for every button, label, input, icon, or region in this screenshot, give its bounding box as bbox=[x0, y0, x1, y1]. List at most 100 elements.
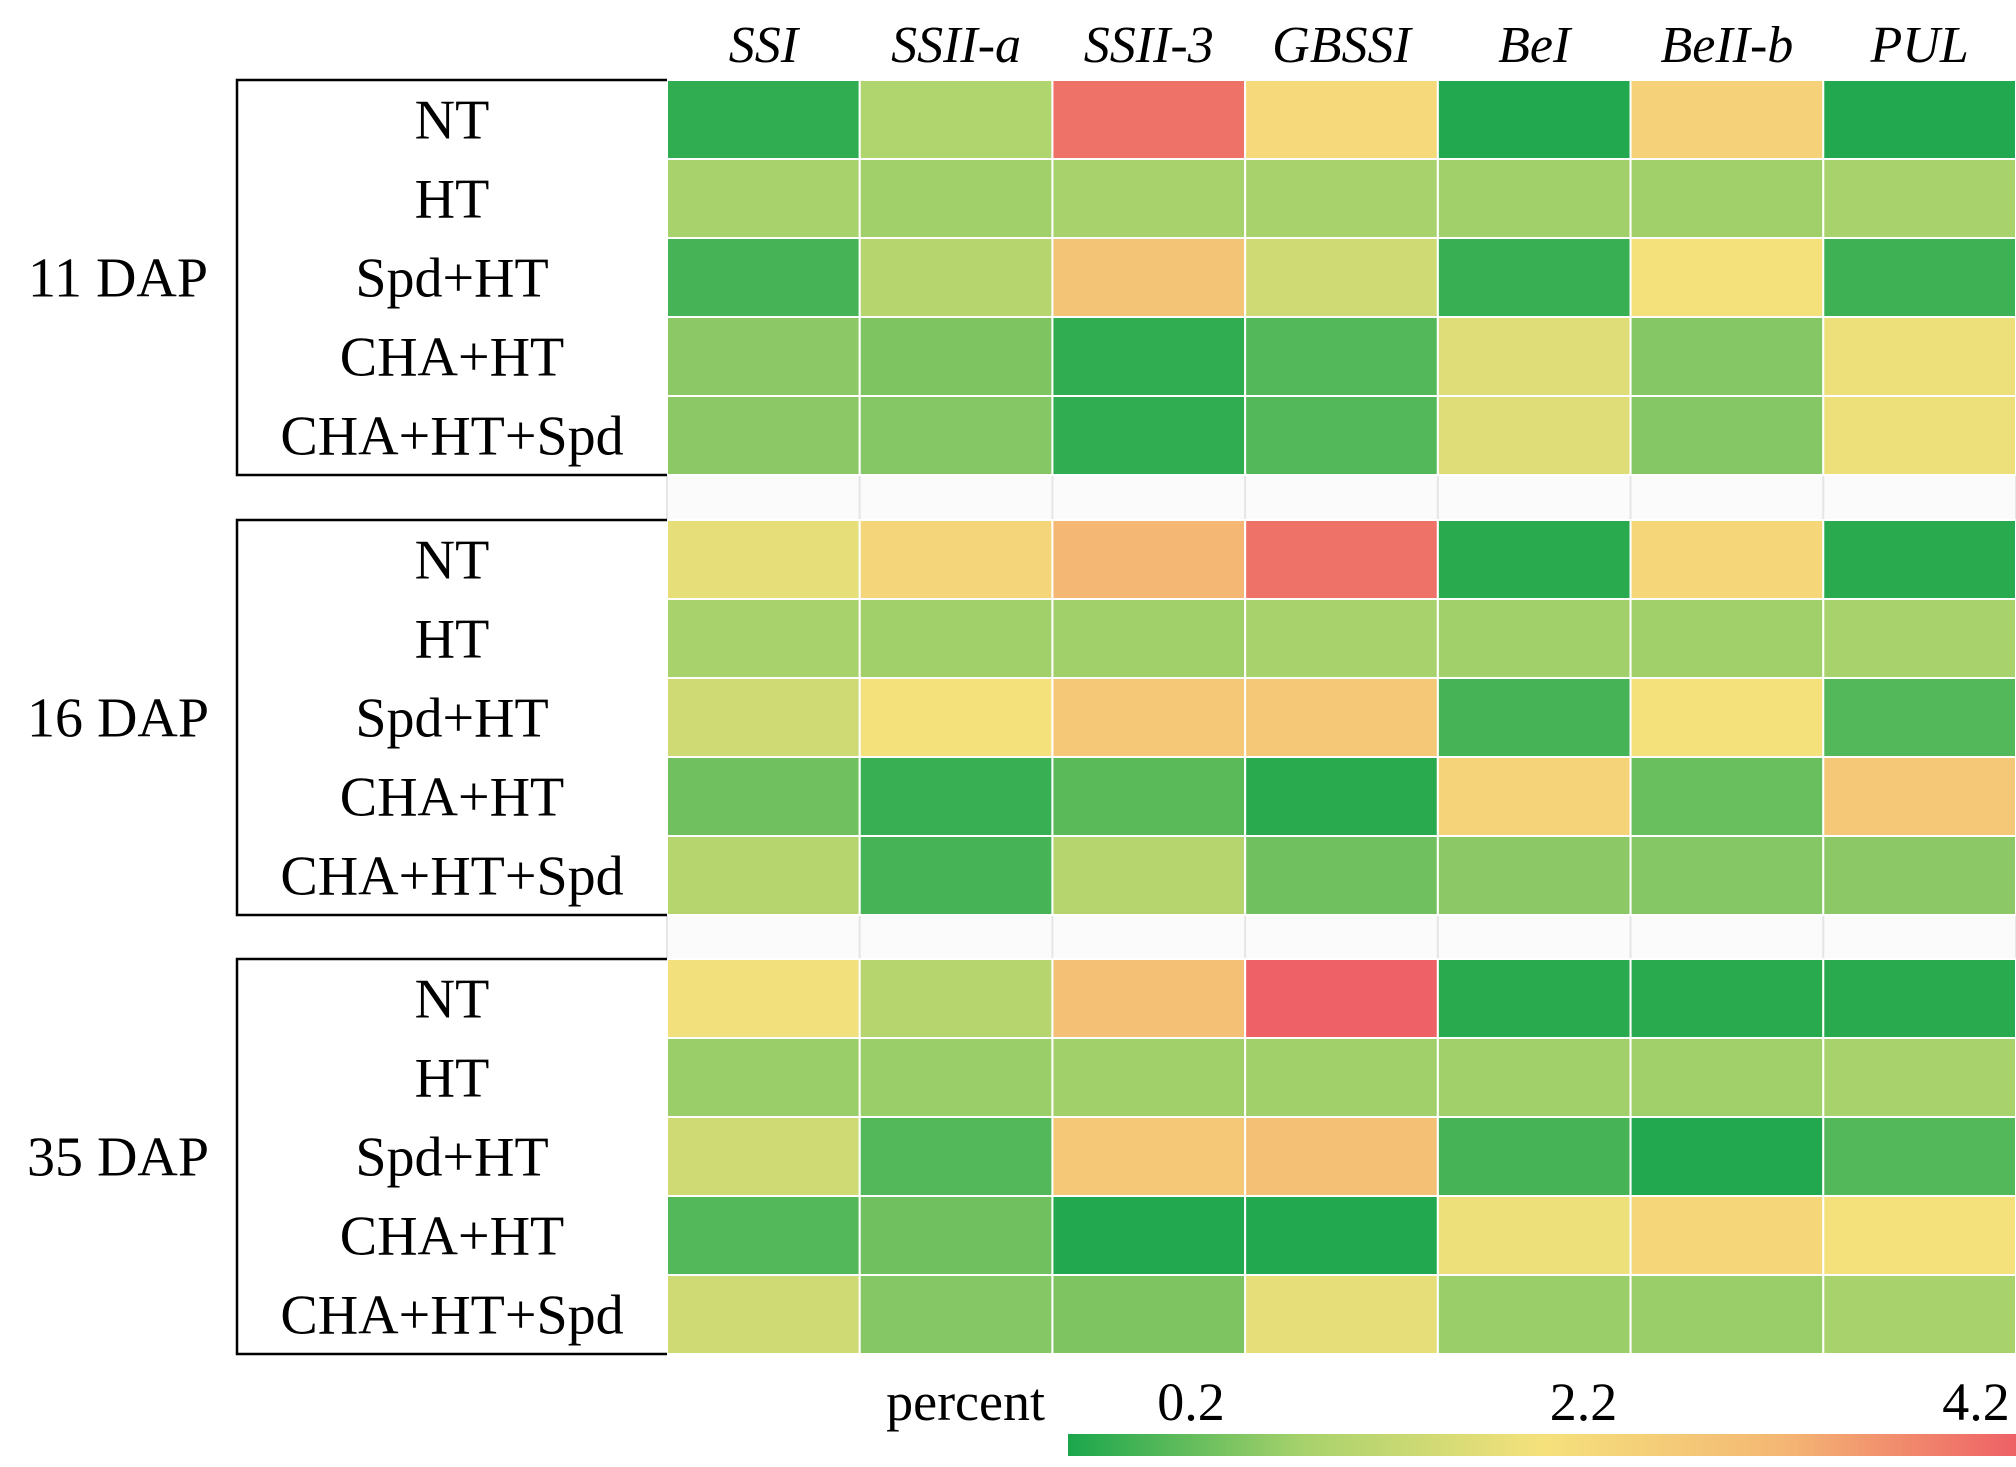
heatmap-cell bbox=[858, 598, 1054, 679]
gap-cell bbox=[858, 913, 1054, 960]
heatmap-cell bbox=[1822, 835, 2016, 916]
treatment-box bbox=[235, 518, 667, 917]
heatmap-cell bbox=[1822, 158, 2016, 239]
heatmap-cell bbox=[1629, 1274, 1825, 1355]
heatmap-cell bbox=[1629, 598, 1825, 679]
heatmap-cell bbox=[1436, 958, 1632, 1039]
column-label: SSI bbox=[729, 17, 801, 74]
heatmap-cell bbox=[1436, 237, 1632, 318]
heatmap-cell bbox=[1822, 756, 2016, 837]
heatmap-cell bbox=[666, 1037, 861, 1118]
treatment-label: HT bbox=[415, 169, 490, 231]
gap-cell bbox=[666, 474, 861, 521]
heatmap-cell bbox=[666, 158, 861, 239]
heatmap-cell bbox=[1629, 958, 1825, 1039]
heatmap-cell bbox=[858, 158, 1054, 239]
heatmap-cell bbox=[858, 1037, 1054, 1118]
gap-cell bbox=[1244, 913, 1439, 960]
treatment-label: CHA+HT bbox=[340, 767, 564, 829]
heatmap-cell bbox=[1822, 1037, 2016, 1118]
treatment-label: CHA+HT bbox=[340, 327, 564, 389]
heatmap-cell bbox=[1629, 237, 1825, 318]
column-label: PUL bbox=[1870, 17, 1969, 74]
treatment-label: HT bbox=[415, 1048, 490, 1110]
heatmap-cell bbox=[1822, 958, 2016, 1039]
heatmap-cell bbox=[1436, 598, 1632, 679]
heatmap-cell bbox=[1822, 598, 2016, 679]
colorbar-gradient bbox=[1068, 1434, 2016, 1456]
heatmap-cell bbox=[1629, 316, 1825, 397]
heatmap-cell bbox=[666, 1274, 861, 1355]
colorbar-tick-label: 4.2 bbox=[1942, 1372, 2010, 1432]
heatmap-cell bbox=[858, 1195, 1054, 1276]
heatmap-cell bbox=[1629, 1116, 1825, 1197]
heatmap-cell bbox=[1436, 395, 1632, 476]
treatment-box bbox=[235, 957, 667, 1356]
gap-cell bbox=[1244, 474, 1439, 521]
treatment-labels: NT HT Spd+HT CHA+HT CHA+HT+Spd NT HT Spd+HT CHA+… bbox=[280, 90, 623, 1347]
heatmap-cell bbox=[1822, 395, 2016, 476]
treatment-label: Spd+HT bbox=[355, 688, 548, 750]
heatmap-cell bbox=[858, 79, 1054, 160]
colorbar-tick-label: 0.2 bbox=[1157, 1372, 1225, 1432]
heatmap-cell bbox=[1244, 1195, 1439, 1276]
heatmap-cell bbox=[1244, 519, 1439, 600]
heatmap-cell bbox=[1629, 677, 1825, 758]
colorbar-legend: percent 0.2 2.2 4.2 bbox=[886, 1372, 2016, 1456]
heatmap-cell bbox=[1244, 158, 1439, 239]
treatment-label: CHA+HT+Spd bbox=[280, 406, 623, 468]
heatmap-cell bbox=[858, 1274, 1054, 1355]
treatment-label: Spd+HT bbox=[355, 1127, 548, 1189]
heatmap-cell bbox=[1436, 1037, 1632, 1118]
heatmap-cell bbox=[1244, 835, 1439, 916]
colorbar-ticks: 0.2 2.2 4.2 bbox=[1157, 1372, 2010, 1432]
heatmap-cell bbox=[666, 519, 861, 600]
treatment-label: HT bbox=[415, 609, 490, 671]
heatmap-cell bbox=[1629, 756, 1825, 837]
group-label: 35 DAP bbox=[27, 1127, 209, 1189]
heatmap-cell bbox=[1436, 316, 1632, 397]
heatmap-cell bbox=[858, 316, 1054, 397]
heatmap-cell bbox=[1051, 158, 1247, 239]
heatmap-cell bbox=[1051, 1274, 1247, 1355]
heatmap-cell bbox=[1436, 1274, 1632, 1355]
heatmap-cell bbox=[858, 958, 1054, 1039]
heatmap-cell bbox=[858, 756, 1054, 837]
heatmap-cell bbox=[666, 598, 861, 679]
heatmap-cell bbox=[1629, 79, 1825, 160]
heatmap-cell bbox=[666, 835, 861, 916]
heatmap-cell bbox=[1244, 958, 1439, 1039]
heatmap-cell bbox=[1822, 1116, 2016, 1197]
colorbar-label: percent bbox=[886, 1372, 1045, 1432]
heatmap-cell bbox=[858, 1116, 1054, 1197]
column-label: GBSSI bbox=[1272, 17, 1413, 74]
heatmap-cell bbox=[1244, 1037, 1439, 1118]
heatmap-cells bbox=[666, 79, 2016, 1355]
heatmap-cell bbox=[666, 677, 861, 758]
heatmap-cell bbox=[1822, 677, 2016, 758]
heatmap-cell bbox=[1051, 316, 1247, 397]
gap-cell bbox=[1629, 474, 1825, 521]
heatmap-cell bbox=[666, 756, 861, 837]
heatmap-cell bbox=[1822, 79, 2016, 160]
heatmap-cell bbox=[1051, 79, 1247, 160]
heatmap-cell bbox=[1051, 835, 1247, 916]
heatmap-cell bbox=[1244, 1116, 1439, 1197]
heatmap-cell bbox=[858, 395, 1054, 476]
heatmap-cell bbox=[1051, 395, 1247, 476]
gap-cell bbox=[1822, 913, 2016, 960]
heatmap-cell bbox=[1051, 958, 1247, 1039]
column-label: BeI bbox=[1498, 17, 1573, 74]
column-label: SSII-a bbox=[891, 17, 1021, 74]
colorbar-tick-label: 2.2 bbox=[1550, 1372, 1618, 1432]
gap-cell bbox=[1436, 913, 1632, 960]
heatmap-cell bbox=[858, 677, 1054, 758]
heatmap-cell bbox=[1051, 519, 1247, 600]
heatmap-cell bbox=[1629, 1195, 1825, 1276]
heatmap-cell bbox=[666, 395, 861, 476]
heatmap-cell bbox=[1822, 1195, 2016, 1276]
heatmap-cell bbox=[1051, 756, 1247, 837]
heatmap-cell bbox=[1244, 395, 1439, 476]
gap-cell bbox=[666, 913, 861, 960]
